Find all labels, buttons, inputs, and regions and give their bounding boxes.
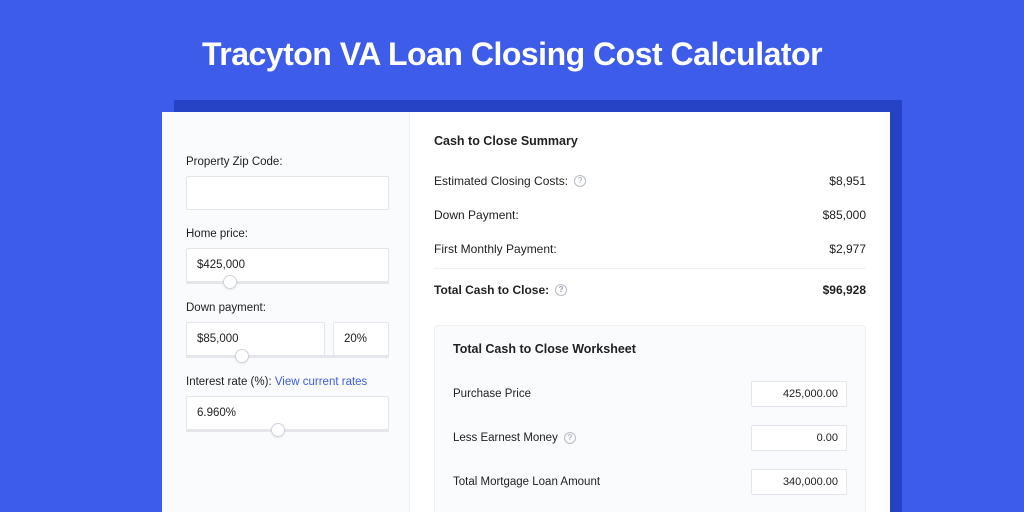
summary-row: First Monthly Payment: $2,977: [434, 232, 866, 266]
zip-input[interactable]: [186, 176, 389, 210]
down-payment-input[interactable]: [186, 322, 325, 356]
results-panel: Cash to Close Summary Estimated Closing …: [410, 112, 890, 512]
summary-row-value: $8,951: [829, 174, 866, 188]
view-rates-link[interactable]: View current rates: [275, 376, 367, 388]
worksheet-row-value[interactable]: 425,000.00: [751, 381, 847, 407]
worksheet-row: Total Second Mortgage Amount ? 0.00: [453, 504, 847, 512]
slider-thumb[interactable]: [235, 349, 249, 363]
home-price-field: Home price:: [186, 228, 389, 284]
down-payment-label: Down payment:: [186, 302, 389, 314]
down-payment-slider[interactable]: [186, 355, 389, 358]
down-payment-pct-input[interactable]: [333, 322, 389, 356]
slider-track: [186, 355, 389, 358]
summary-total-label: Total Cash to Close:: [434, 283, 549, 297]
summary-row-label: Down Payment:: [434, 208, 519, 222]
help-icon[interactable]: ?: [555, 284, 567, 296]
summary-total-value: $96,928: [823, 283, 866, 297]
input-panel: Property Zip Code: Home price: Down paym…: [162, 112, 410, 512]
home-price-slider[interactable]: [186, 281, 389, 284]
home-price-label: Home price:: [186, 228, 389, 240]
summary-title: Cash to Close Summary: [434, 134, 866, 148]
worksheet-panel: Total Cash to Close Worksheet Purchase P…: [434, 325, 866, 512]
slider-track: [186, 429, 389, 432]
interest-rate-label: Interest rate (%):: [186, 376, 272, 388]
calculator-card: Property Zip Code: Home price: Down paym…: [162, 112, 890, 512]
worksheet-row-value[interactable]: 340,000.00: [751, 469, 847, 495]
zip-label: Property Zip Code:: [186, 156, 389, 168]
worksheet-row-label: Total Mortgage Loan Amount: [453, 476, 600, 488]
worksheet-row: Purchase Price 425,000.00: [453, 372, 847, 416]
down-payment-field: Down payment:: [186, 302, 389, 358]
slider-thumb[interactable]: [271, 423, 285, 437]
slider-thumb[interactable]: [223, 275, 237, 289]
summary-row: Estimated Closing Costs: ? $8,951: [434, 164, 866, 198]
help-icon[interactable]: ?: [574, 175, 586, 187]
slider-track: [186, 281, 389, 284]
help-icon[interactable]: ?: [564, 432, 576, 444]
summary-row-label: Estimated Closing Costs:: [434, 174, 568, 188]
page-title: Tracyton VA Loan Closing Cost Calculator: [0, 0, 1024, 73]
summary-row-label: First Monthly Payment:: [434, 242, 557, 256]
zip-field: Property Zip Code:: [186, 156, 389, 210]
interest-rate-field: Interest rate (%): View current rates: [186, 376, 389, 432]
worksheet-row: Total Mortgage Loan Amount 340,000.00: [453, 460, 847, 504]
worksheet-row-value[interactable]: 0.00: [751, 425, 847, 451]
summary-total-row: Total Cash to Close: ? $96,928: [434, 268, 866, 307]
interest-rate-input[interactable]: [186, 396, 389, 430]
interest-rate-slider[interactable]: [186, 429, 389, 432]
summary-row: Down Payment: $85,000: [434, 198, 866, 232]
worksheet-row-label: Less Earnest Money: [453, 432, 558, 444]
summary-row-value: $85,000: [823, 208, 866, 222]
worksheet-title: Total Cash to Close Worksheet: [453, 342, 847, 356]
home-price-input[interactable]: [186, 248, 389, 282]
summary-row-value: $2,977: [829, 242, 866, 256]
worksheet-row: Less Earnest Money ? 0.00: [453, 416, 847, 460]
worksheet-row-label: Purchase Price: [453, 388, 531, 400]
